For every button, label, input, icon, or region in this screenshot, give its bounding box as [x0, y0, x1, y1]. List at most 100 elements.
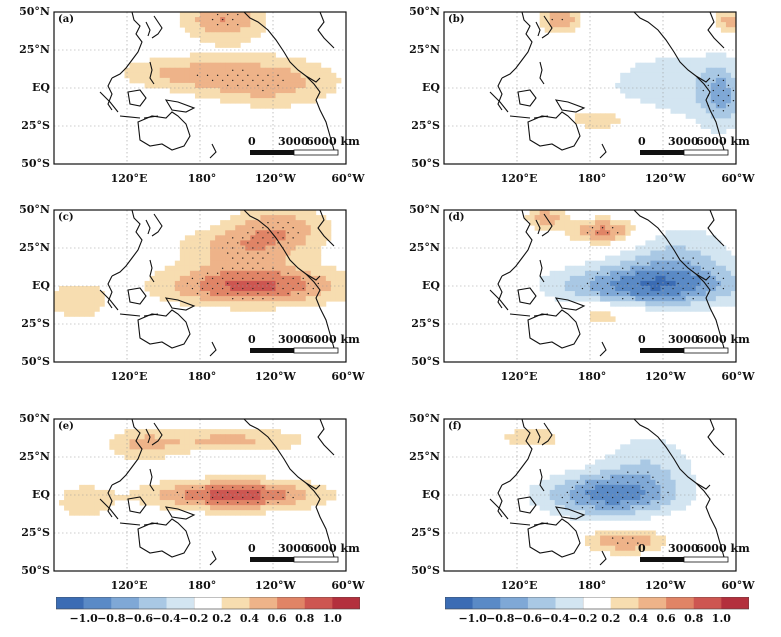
lon-label-1: 180° — [187, 370, 217, 383]
lon-label-2: 120°W — [645, 579, 686, 592]
lat-label-1: 25°N — [19, 450, 50, 463]
colorbar-swatch-5 — [582, 596, 612, 610]
lat-label-2: EQ — [32, 488, 50, 501]
colorbar-swatch-7 — [249, 597, 278, 609]
colorbar-left: −1.0 −0.8 −0.6 −0.4 −0.2 0.2 0.4 0.6 0.8 1.0 — [55, 596, 361, 636]
scale-bar-end: 6000 km — [696, 333, 750, 346]
anomaly-field — [124, 12, 342, 109]
coastlines — [489, 418, 725, 566]
coastlines — [99, 209, 335, 357]
lon-label-3: 60°W — [331, 579, 365, 592]
colorbar-tick-9: 1.0 — [322, 612, 342, 625]
map-panel-c: 0 3000 6000 km (c) 50°N 25°N EQ 25°S 50°S 120°E 18… — [0, 198, 390, 393]
panel-letter-d: (d) — [448, 212, 465, 223]
map-frame — [443, 11, 737, 165]
colorbar-swatch-4 — [555, 597, 584, 609]
lon-label-0: 120°E — [110, 172, 148, 185]
colorbar-swatch-5 — [193, 596, 223, 610]
map-canvas-c — [53, 209, 347, 363]
lon-label-2: 120°W — [255, 370, 296, 383]
lon-label-0: 120°E — [110, 370, 148, 383]
lon-label-3: 60°W — [721, 370, 755, 383]
lat-label-1: 25°N — [409, 241, 440, 254]
lat-label-2: EQ — [422, 279, 440, 292]
lon-label-3: 60°W — [721, 579, 755, 592]
scale-bar-mid: 3000 — [278, 333, 309, 346]
scale-bar-end: 6000 km — [306, 333, 360, 346]
colorbar-swatch-1 — [83, 597, 112, 609]
colorbar-tick-6: 0.4 — [628, 612, 649, 625]
lon-label-1: 180° — [577, 579, 607, 592]
map-canvas-f — [443, 418, 737, 572]
lat-label-0: 50°N — [19, 5, 50, 18]
lon-label-2: 120°W — [255, 172, 296, 185]
scale-bar-zero: 0 — [638, 542, 646, 555]
lat-label-0: 50°N — [19, 203, 50, 216]
lat-label-1: 25°N — [409, 43, 440, 56]
lat-label-3: 25°S — [411, 119, 440, 132]
colorbar-swatch-8 — [666, 597, 695, 609]
colorbar-swatch-7 — [638, 597, 667, 609]
scale-bar — [250, 149, 339, 156]
map-canvas-e — [53, 418, 347, 572]
lon-label-2: 120°W — [645, 172, 686, 185]
colorbar-tick-0: −1.0 — [69, 612, 98, 625]
scale-bar-mid: 3000 — [278, 542, 309, 555]
colorbar-tick-8: 0.8 — [295, 612, 315, 625]
lat-label-4: 50°S — [21, 564, 50, 577]
colorbar-swatch-2 — [111, 597, 140, 609]
coastlines — [489, 11, 725, 159]
colorbar-swatch-6 — [610, 597, 639, 609]
colorbar-tick-5: 0.2 — [601, 612, 621, 625]
map-canvas-a — [53, 11, 347, 165]
anomaly-field — [54, 210, 347, 317]
colorbar-swatch-1 — [472, 597, 501, 609]
lat-label-0: 50°N — [409, 412, 440, 425]
colorbar-tick-0: −1.0 — [458, 612, 487, 625]
lat-label-0: 50°N — [409, 5, 440, 18]
lon-label-0: 120°E — [500, 370, 538, 383]
coastlines — [99, 11, 335, 159]
lat-label-3: 25°S — [411, 317, 440, 330]
colorbar-swatch-0 — [56, 597, 84, 609]
scale-bar-mid: 3000 — [668, 135, 699, 148]
scale-bar-end: 6000 km — [306, 135, 360, 148]
scale-bar-mid: 3000 — [278, 135, 309, 148]
panel-letter-e: (e) — [58, 421, 74, 432]
colorbar-tick-4: −0.2 — [568, 612, 598, 625]
lat-label-1: 25°N — [409, 450, 440, 463]
graticule — [54, 419, 346, 571]
scale-bar-zero: 0 — [638, 333, 646, 346]
lon-label-1: 180° — [187, 579, 217, 592]
colorbar-tick-2: −0.6 — [124, 612, 154, 625]
scale-bar — [640, 556, 729, 563]
scale-bar-zero: 0 — [248, 542, 256, 555]
scale-bar-zero: 0 — [638, 135, 646, 148]
colorbar-swatch-4 — [166, 597, 195, 609]
colorbar-swatch-8 — [277, 597, 306, 609]
lon-label-1: 180° — [577, 172, 607, 185]
scale-bar-end: 6000 km — [306, 542, 360, 555]
lon-label-2: 120°W — [255, 579, 296, 592]
scale-bar-mid: 3000 — [668, 542, 699, 555]
coastlines — [99, 418, 335, 566]
scale-bar-zero: 0 — [248, 333, 256, 346]
graticule — [444, 210, 736, 362]
colorbar-swatch-2 — [500, 597, 529, 609]
lon-label-1: 180° — [577, 370, 607, 383]
colorbar-tick-6: 0.4 — [239, 612, 260, 625]
lat-label-0: 50°N — [409, 203, 440, 216]
lat-label-2: EQ — [32, 279, 50, 292]
map-canvas-b — [443, 11, 737, 165]
lat-label-1: 25°N — [19, 241, 50, 254]
colorbar-tick-9: 1.0 — [711, 612, 731, 625]
colorbar-swatch-9 — [304, 597, 333, 609]
map-panel-b: 0 3000 6000 km (b) 50°N 25°N EQ 25°S 50°S 120°E 18… — [390, 0, 781, 195]
lon-label-0: 120°E — [500, 579, 538, 592]
scale-bar-end: 6000 km — [696, 542, 750, 555]
lat-label-4: 50°S — [411, 355, 440, 368]
lat-label-4: 50°S — [21, 355, 50, 368]
colorbar-tick-1: −0.8 — [486, 612, 515, 625]
map-frame — [53, 209, 347, 363]
coastlines — [489, 209, 725, 357]
